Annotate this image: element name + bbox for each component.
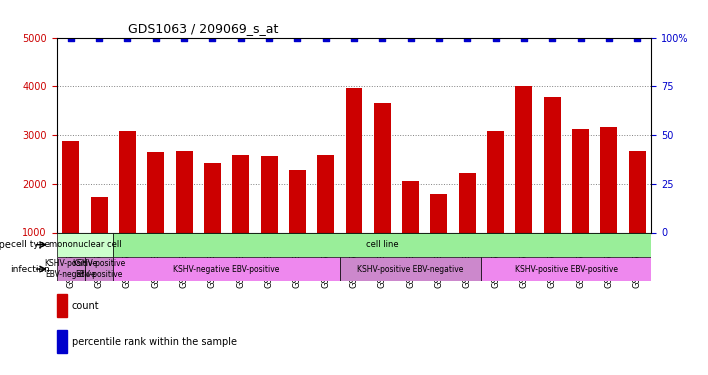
Text: KSHV-negative EBV-positive: KSHV-negative EBV-positive	[173, 265, 280, 274]
Point	[547, 34, 558, 40]
Point	[433, 34, 445, 40]
Bar	[147, 152, 164, 281]
Point	[263, 34, 275, 40]
Bar	[289, 170, 306, 281]
Bar	[176, 151, 193, 281]
Bar	[544, 98, 561, 281]
Point	[490, 34, 501, 40]
Text: cell type: cell type	[0, 240, 11, 250]
Point	[575, 34, 586, 40]
Text: KSHV-positive EBV-negative: KSHV-positive EBV-negative	[358, 265, 464, 274]
FancyBboxPatch shape	[481, 257, 651, 281]
Bar	[374, 103, 391, 281]
Point	[292, 34, 303, 40]
Bar	[459, 172, 476, 281]
Text: KSHV-positive
EBV-positive: KSHV-positive EBV-positive	[72, 260, 126, 279]
Point	[518, 34, 530, 40]
Text: infection: infection	[11, 265, 50, 274]
FancyBboxPatch shape	[113, 232, 651, 257]
Point	[320, 34, 331, 40]
Point	[377, 34, 388, 40]
Text: percentile rank within the sample: percentile rank within the sample	[72, 337, 236, 347]
Bar	[119, 131, 136, 281]
Point	[235, 34, 246, 40]
Point	[122, 34, 133, 40]
Point	[632, 34, 643, 40]
Text: KSHV-positive EBV-positive: KSHV-positive EBV-positive	[515, 265, 618, 274]
Point	[603, 34, 615, 40]
Bar	[600, 127, 617, 281]
Bar	[57, 294, 67, 316]
FancyBboxPatch shape	[340, 257, 481, 281]
Text: KSHV-positive
EBV-negative: KSHV-positive EBV-negative	[44, 260, 98, 279]
Bar	[346, 88, 362, 281]
Bar	[430, 194, 447, 281]
Point	[93, 34, 105, 40]
Bar	[62, 141, 79, 281]
Point	[348, 34, 360, 40]
Bar	[572, 129, 589, 281]
FancyBboxPatch shape	[85, 257, 113, 281]
Bar	[204, 163, 221, 281]
Text: cell line: cell line	[366, 240, 399, 249]
Point	[150, 34, 161, 40]
Bar	[57, 330, 67, 352]
Point	[207, 34, 218, 40]
FancyBboxPatch shape	[57, 232, 113, 257]
Bar	[91, 197, 108, 281]
FancyBboxPatch shape	[57, 257, 85, 281]
Text: cell type: cell type	[11, 240, 50, 249]
Point	[462, 34, 473, 40]
Bar	[402, 181, 419, 281]
Text: count: count	[72, 301, 99, 311]
Bar	[487, 131, 504, 281]
Bar	[317, 156, 334, 281]
Text: GDS1063 / 209069_s_at: GDS1063 / 209069_s_at	[128, 22, 278, 35]
Point	[65, 34, 76, 40]
Text: mononuclear cell: mononuclear cell	[49, 240, 121, 249]
FancyBboxPatch shape	[113, 257, 340, 281]
Point	[178, 34, 190, 40]
Bar	[261, 156, 278, 281]
Bar	[232, 154, 249, 281]
Point	[405, 34, 416, 40]
Bar	[629, 151, 646, 281]
Bar	[515, 86, 532, 281]
